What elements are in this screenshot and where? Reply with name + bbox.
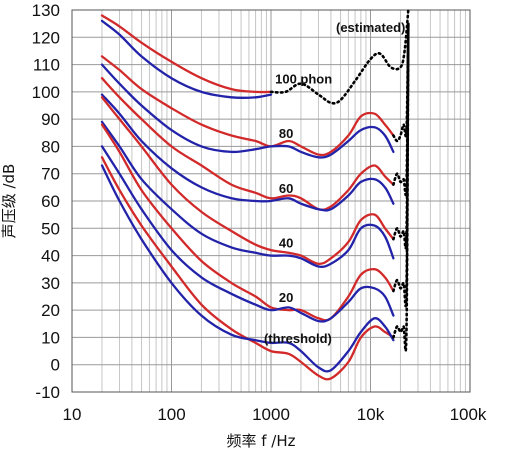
y-tick-label: 100 xyxy=(32,83,60,102)
y-tick-label: 30 xyxy=(41,274,60,293)
x-tick-label: 100k xyxy=(450,405,487,424)
blue-curve-line xyxy=(100,120,395,268)
y-tick-label: 120 xyxy=(32,28,60,47)
x-tick-label: 1000 xyxy=(252,405,290,424)
y-tick-label: 40 xyxy=(41,247,60,266)
red-curve-line xyxy=(100,96,395,265)
red-curve-line xyxy=(100,14,273,94)
y-tick-label: 60 xyxy=(41,192,60,211)
blue-curve-line xyxy=(100,63,395,159)
curve-annotation: 80 xyxy=(279,126,293,141)
y-tick-label: 10 xyxy=(41,328,60,347)
series-layer xyxy=(100,8,410,381)
annotations: (estimated) 100 phon 80 60 40 20 (threshold) xyxy=(264,20,405,346)
x-tick-label: 10 xyxy=(63,405,82,424)
curve-annotation: 60 xyxy=(279,181,293,196)
y-tick-label: -10 xyxy=(35,383,60,402)
curve-annotation: 20 xyxy=(279,290,293,305)
red-curve-line xyxy=(100,123,395,322)
plot-frame xyxy=(71,9,471,393)
blue-curve-line xyxy=(100,19,273,99)
y-axis-label: 声压级 /dB xyxy=(0,164,18,239)
red-curve-line xyxy=(100,55,395,157)
y-tick-label: 0 xyxy=(51,356,60,375)
blue-curve-line xyxy=(100,164,395,373)
x-tick-label: 10k xyxy=(357,405,385,424)
curve-annotation: (threshold) xyxy=(264,331,332,346)
curve-annotation: 40 xyxy=(279,235,293,250)
curve-annotation: (estimated) xyxy=(336,20,405,35)
red-curve-line xyxy=(100,77,395,211)
estimated-curve-line xyxy=(392,22,410,352)
blue-curve-line xyxy=(100,93,395,212)
y-tick-label: 50 xyxy=(41,219,60,238)
y-tick-labels: -10 0 10 20 30 40 50 60 70 80 90 100 110 120 130 xyxy=(32,1,60,402)
curve-annotation: 100 phon xyxy=(275,72,332,87)
y-tick-label: 20 xyxy=(41,301,60,320)
red-curve-line xyxy=(100,156,395,381)
blue-curve-line xyxy=(100,145,395,323)
y-tick-label: 70 xyxy=(41,165,60,184)
x-tick-label: 100 xyxy=(157,405,185,424)
y-tick-label: 90 xyxy=(41,110,60,129)
y-tick-label: 130 xyxy=(32,1,60,20)
y-tick-label: 110 xyxy=(33,56,60,75)
y-tick-label: 80 xyxy=(41,137,60,156)
estimated-curve-line xyxy=(269,8,410,105)
x-tick-labels: 10 100 1000 10k 100k xyxy=(63,405,487,424)
x-axis-label: 频率 f /Hz xyxy=(226,432,295,450)
